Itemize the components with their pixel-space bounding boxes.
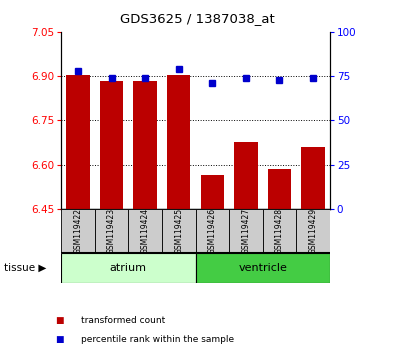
Bar — [95, 209, 128, 253]
Bar — [162, 209, 196, 253]
Bar — [263, 209, 296, 253]
Bar — [234, 143, 258, 209]
Text: ventricle: ventricle — [238, 263, 287, 273]
Bar — [134, 81, 157, 209]
Text: GSM119428: GSM119428 — [275, 208, 284, 254]
Bar — [167, 75, 190, 209]
Text: percentile rank within the sample: percentile rank within the sample — [81, 335, 234, 344]
Bar — [301, 147, 325, 209]
Bar — [296, 209, 330, 253]
Bar — [268, 169, 291, 209]
Text: GSM119422: GSM119422 — [73, 208, 83, 254]
Text: tissue ▶: tissue ▶ — [4, 263, 46, 273]
Bar — [61, 209, 95, 253]
Bar — [61, 253, 196, 283]
Text: GSM119425: GSM119425 — [174, 208, 183, 254]
Bar — [229, 209, 263, 253]
Text: GSM119426: GSM119426 — [208, 208, 217, 254]
Text: GSM119424: GSM119424 — [141, 208, 150, 254]
Bar — [196, 209, 229, 253]
Text: atrium: atrium — [110, 263, 147, 273]
Bar — [128, 209, 162, 253]
Text: GSM119427: GSM119427 — [241, 208, 250, 254]
Bar — [100, 81, 123, 209]
Text: GSM119429: GSM119429 — [308, 208, 318, 254]
Bar — [201, 175, 224, 209]
Text: ■: ■ — [55, 335, 64, 344]
Text: transformed count: transformed count — [81, 316, 165, 325]
Text: GSM119423: GSM119423 — [107, 208, 116, 254]
Bar — [66, 75, 90, 209]
Text: GDS3625 / 1387038_at: GDS3625 / 1387038_at — [120, 12, 275, 25]
Bar — [196, 253, 330, 283]
Text: ■: ■ — [55, 316, 64, 325]
